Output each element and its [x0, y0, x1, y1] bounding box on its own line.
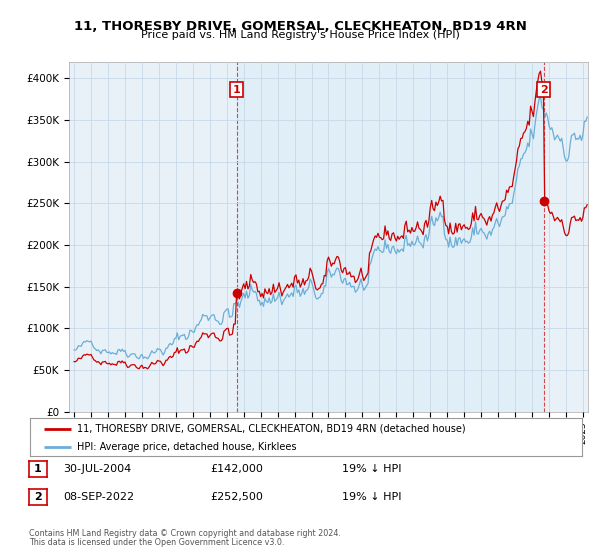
Text: 19% ↓ HPI: 19% ↓ HPI — [342, 492, 401, 502]
Text: £252,500: £252,500 — [210, 492, 263, 502]
Text: 11, THORESBY DRIVE, GOMERSAL, CLECKHEATON, BD19 4RN: 11, THORESBY DRIVE, GOMERSAL, CLECKHEATO… — [74, 20, 526, 32]
Text: 2: 2 — [34, 492, 41, 502]
Text: Price paid vs. HM Land Registry's House Price Index (HPI): Price paid vs. HM Land Registry's House … — [140, 30, 460, 40]
Text: 19% ↓ HPI: 19% ↓ HPI — [342, 464, 401, 474]
Text: 08-SEP-2022: 08-SEP-2022 — [63, 492, 134, 502]
Text: Contains HM Land Registry data © Crown copyright and database right 2024.: Contains HM Land Registry data © Crown c… — [29, 529, 341, 538]
Text: 1: 1 — [34, 464, 41, 474]
Text: 1: 1 — [233, 85, 241, 95]
Bar — [236, 62, 544, 412]
Text: £142,000: £142,000 — [210, 464, 263, 474]
Text: 30-JUL-2004: 30-JUL-2004 — [63, 464, 131, 474]
Text: HPI: Average price, detached house, Kirklees: HPI: Average price, detached house, Kirk… — [77, 442, 296, 452]
Text: 11, THORESBY DRIVE, GOMERSAL, CLECKHEATON, BD19 4RN (detached house): 11, THORESBY DRIVE, GOMERSAL, CLECKHEATO… — [77, 424, 466, 434]
Text: 2: 2 — [540, 85, 548, 95]
Text: This data is licensed under the Open Government Licence v3.0.: This data is licensed under the Open Gov… — [29, 538, 284, 547]
